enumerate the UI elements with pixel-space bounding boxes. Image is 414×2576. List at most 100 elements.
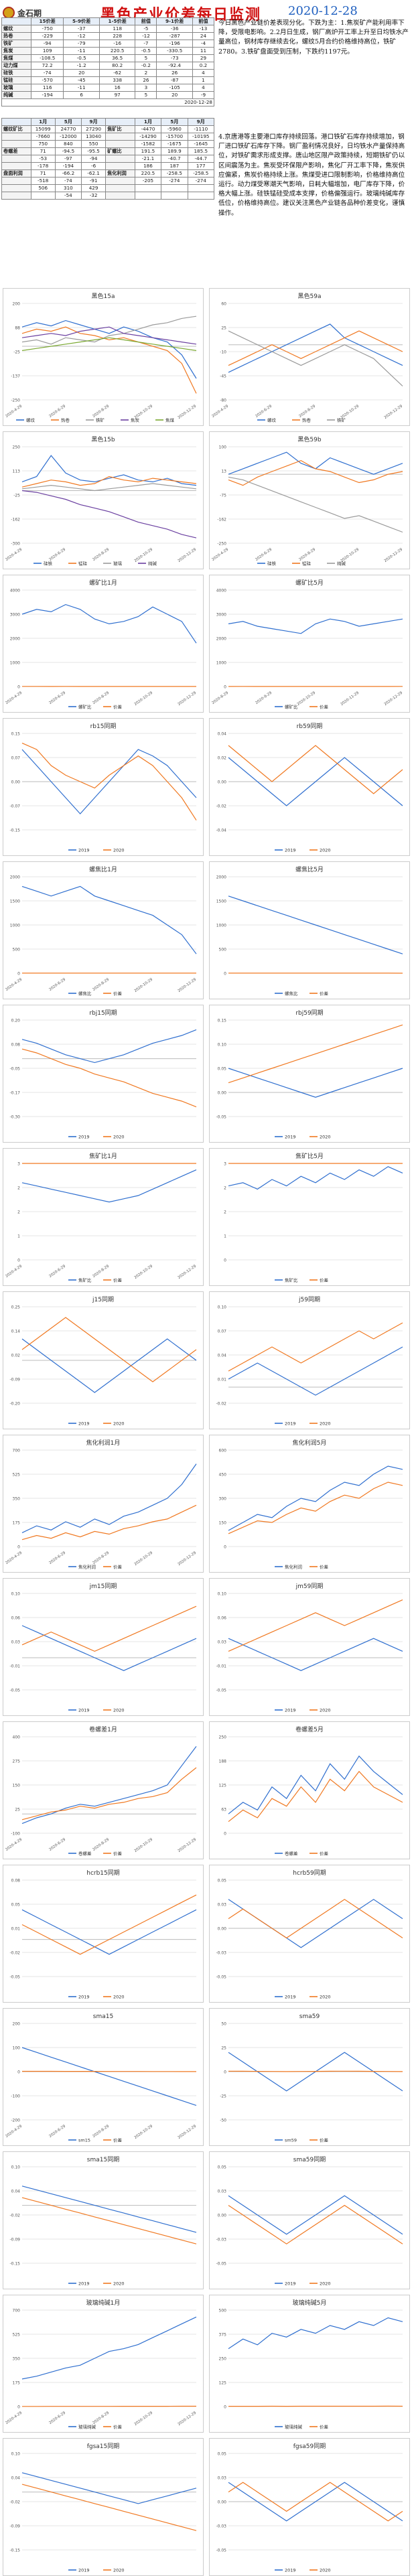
legend-label: 硅铁 [267,561,277,567]
table-cell: 20 [64,70,99,77]
legend-label: 价差 [113,2137,123,2143]
y-tick-label: 0.10 [11,1592,21,1597]
y-tick-label: 13 [221,470,226,474]
y-tick-label: -137 [11,374,20,379]
table-cell [106,133,135,141]
table-cell [106,177,135,185]
row-label: 玻璃 [2,84,31,92]
legend-label: 螺纹 [26,417,36,423]
legend-label: 2019 [78,848,90,853]
column-header: 5月 [161,119,188,126]
y-tick-label: 100 [13,2046,21,2051]
y-tick-label: -0.07 [9,804,20,809]
table-cell [106,141,135,148]
table-cell [161,192,188,200]
chart-title: 螺矿比1月 [89,579,117,587]
y-tick-label: 200 [13,302,21,307]
table-cell: -87 [157,77,192,84]
table-cell: 228 [99,33,135,40]
y-tick-label: -0.15 [9,829,20,833]
table-cell: -750 [31,25,64,33]
table-cell: -5 [135,25,157,33]
legend-label: 价差 [320,1851,329,1857]
x-tick-label: 2020-12-29 [384,404,404,420]
y-tick-label: 25 [15,1808,20,1812]
chart-title: j59同期 [298,1296,320,1303]
x-tick-label: 2020-6-29 [48,547,66,562]
chart-title: jm59同期 [295,1583,324,1590]
y-tick-label: 150 [13,1784,21,1788]
y-tick-label: 1000 [216,924,226,928]
table-cell: 109 [31,48,64,55]
column-header: 1月 [31,119,55,126]
chart-title: 黑色15a [92,292,115,300]
y-tick-label: -0.03 [216,2238,226,2242]
y-tick-label: 350 [13,1497,21,1502]
y-tick-label: 0.03 [218,1903,227,1908]
table-cell: -10195 [188,133,214,141]
y-tick-label: 0.05 [11,1903,21,1908]
y-tick-label: 0.03 [218,1640,227,1645]
chart-title: 黑色59b [297,435,321,443]
series-line-0 [228,1900,403,1948]
y-tick-label: 0.15 [218,1019,227,1023]
x-tick-label: 2020-10-29 [134,1551,154,1567]
table-cell [188,192,214,200]
table-cell: 5 [135,92,157,99]
y-tick-label: 0 [17,2405,20,2410]
row-label: 卷螺差 [2,148,31,155]
y-tick-label: 700 [13,1449,21,1453]
chart-title: 玻璃纯碱5月 [293,2299,327,2307]
x-tick-label: 2020-11-29 [340,691,360,707]
y-tick-label: -50 [220,2119,226,2123]
table-cell: 1 [192,77,214,84]
x-tick-label: 2020-6-29 [48,2124,66,2139]
legend-label: 玻璃纯碱 [285,2424,303,2430]
y-tick-label: -0.05 [216,2549,226,2553]
y-tick-label: 0.02 [11,1354,21,1358]
table-cell: -518 [31,177,55,185]
y-tick-label: -80 [220,399,226,403]
table-cell: -11 [64,84,99,92]
table-row: -54-32 [2,192,214,200]
table-cell: -73 [157,55,192,62]
row-label: 螺纹 [2,25,31,33]
table-cell: 429 [82,185,106,192]
table-cell: -258.5 [161,170,188,177]
chart-title: sma15同期 [87,2156,119,2163]
x-tick-label: 2020-12-29 [384,691,404,707]
table-cell [31,192,55,200]
x-tick-label: 2020-4-29 [211,404,229,419]
table-cell: -5960 [161,126,188,133]
y-tick-label: 500 [13,948,21,952]
y-tick-label: 0.05 [218,2165,227,2170]
row-label [2,141,31,148]
table-cell [188,185,214,192]
y-tick-label: 50 [221,2022,226,2027]
y-tick-label: 0.14 [11,1330,21,1334]
y-tick-label: -300 [11,542,20,547]
table-cell: -94 [82,155,106,163]
y-tick-label: -250 [11,399,20,403]
table-cell [135,192,161,200]
chart-title: j15同期 [92,1296,114,1303]
y-tick-label: 350 [13,2357,21,2362]
y-tick-label: -45 [220,374,226,379]
x-tick-label: 2020-8-29 [92,547,110,562]
series-line-0 [22,2048,196,2105]
chart-title: 焦矿比1月 [89,1152,117,1160]
table-cell: 840 [55,141,81,148]
y-tick-label: 250 [219,2357,227,2362]
